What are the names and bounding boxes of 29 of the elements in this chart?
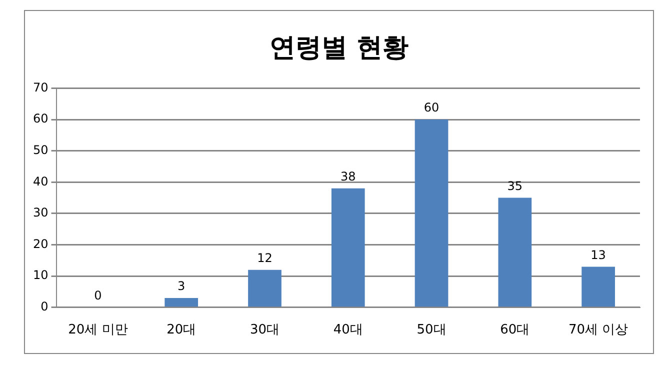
bar (582, 266, 615, 307)
x-tick-label: 20세 미만 (68, 322, 128, 338)
data-label: 13 (590, 248, 606, 262)
y-tick-label: 30 (32, 206, 48, 220)
bar (164, 298, 198, 307)
y-tick-label: 60 (32, 112, 48, 126)
data-label: 38 (340, 170, 356, 184)
x-tick-label: 20대 (166, 322, 196, 338)
y-tick-label: 0 (40, 300, 48, 314)
y-tick-label: 70 (32, 80, 48, 94)
chart-title: 연령별 현황 (268, 32, 410, 65)
data-label: 0 (94, 288, 102, 303)
y-tick-label: 40 (32, 174, 48, 188)
bar (414, 120, 448, 307)
y-tick-label: 20 (32, 236, 48, 251)
data-label: 3 (178, 279, 186, 294)
x-tick-label: 40대 (333, 322, 363, 338)
x-tick-label: 70세 이상 (568, 322, 628, 338)
x-tick-label: 50대 (416, 322, 446, 338)
bar (498, 198, 532, 307)
data-label: 12 (257, 250, 272, 265)
y-tick-label: 10 (32, 268, 48, 282)
y-tick-label: 50 (32, 142, 48, 157)
x-tick-label: 30대 (250, 322, 280, 338)
data-label: 35 (507, 178, 523, 193)
bar (248, 270, 282, 307)
x-tick-label: 60대 (500, 322, 530, 338)
bar (331, 188, 365, 307)
data-label: 60 (424, 100, 440, 115)
